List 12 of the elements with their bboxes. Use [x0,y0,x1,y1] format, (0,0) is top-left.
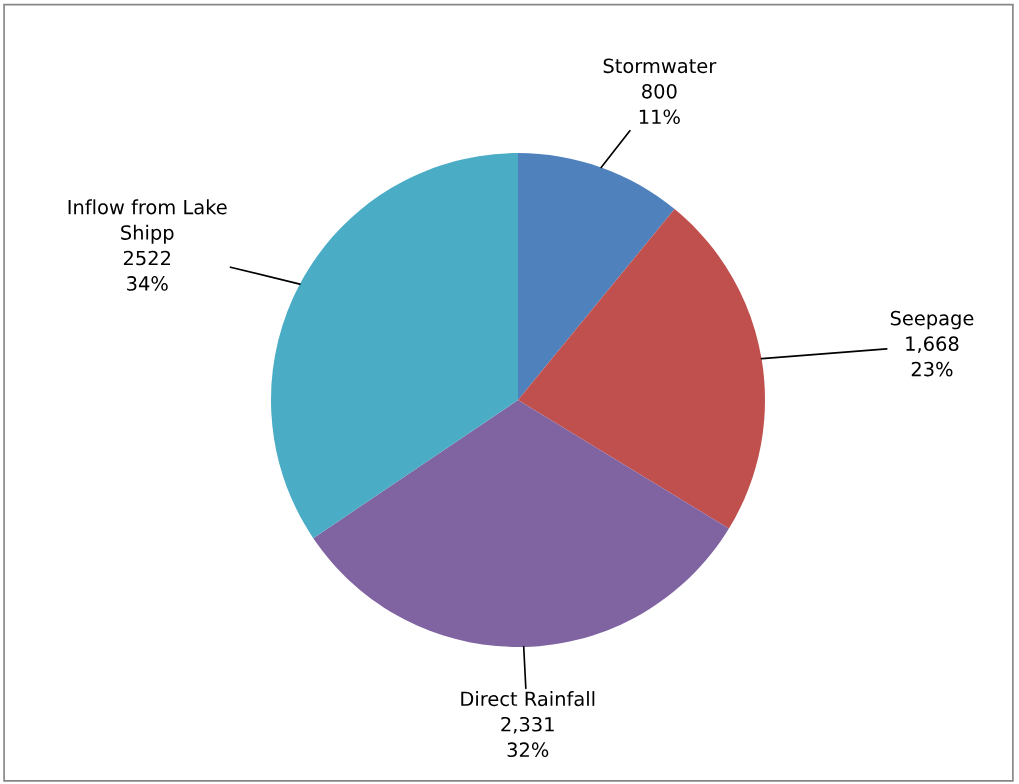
slice-label: Inflow from Lake Shipp [68,199,227,244]
data-label: 1,668 23% [906,336,959,377]
data-label: 2522 34% [123,250,171,291]
data-label: 2,331 32% [501,716,554,758]
pie-slice [518,208,765,529]
slice-label: Direct Rainfall [461,691,595,707]
pie-slice [518,153,675,400]
slice-label: Stormwater [603,58,717,74]
pie-slice [313,400,729,647]
data-label: 800 11% [639,83,680,125]
pie-slice [271,153,518,539]
slice-label: Seepage [890,310,974,330]
